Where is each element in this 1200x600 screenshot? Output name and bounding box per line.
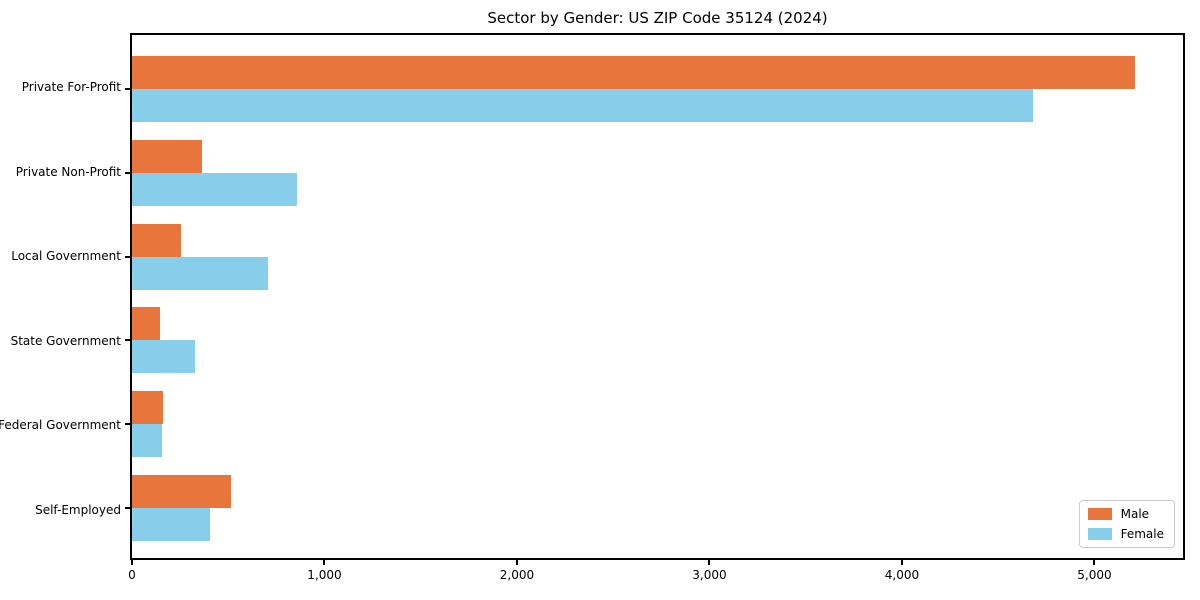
x-tick-mark — [131, 560, 133, 565]
legend: Male Female — [1078, 500, 1175, 548]
legend-label: Female — [1120, 527, 1164, 541]
x-tick-label: 0 — [128, 568, 136, 582]
bar-male-2 — [132, 223, 182, 257]
y-tick-mark — [125, 423, 130, 426]
x-tick-mark — [708, 560, 711, 565]
bar-male-1 — [132, 139, 203, 173]
y-tick-mark — [125, 507, 130, 510]
x-tick-label: 1,000 — [307, 568, 342, 582]
x-tick-mark — [323, 560, 326, 565]
bar-male-4 — [132, 391, 163, 425]
y-axis-labels: Private For-Profit Private Non-Profit Loca… — [0, 33, 121, 560]
y-tick-mark — [125, 339, 130, 342]
bar-group — [132, 131, 1183, 215]
bar-rows — [132, 35, 1183, 558]
bar-group — [132, 47, 1183, 131]
y-axis-label: Self-Employed — [35, 502, 121, 517]
y-axis-label: State Government — [10, 333, 121, 348]
legend-label: Male — [1120, 507, 1150, 521]
x-tick-mark — [900, 560, 903, 565]
y-tick-mark — [125, 255, 130, 258]
x-tick-label: 3,000 — [692, 568, 727, 582]
bar-male-5 — [132, 475, 232, 509]
y-axis-label: Federal Government — [0, 418, 121, 433]
bar-group — [132, 382, 1183, 466]
y-tick-mark — [125, 87, 130, 90]
bar-group — [132, 215, 1183, 299]
x-tick-mark — [1093, 560, 1096, 565]
chart-title: Sector by Gender: US ZIP Code 35124 (202… — [487, 9, 828, 27]
bar-group — [132, 298, 1183, 382]
y-tick-mark — [125, 171, 130, 174]
y-axis-label: Local Government — [11, 249, 121, 264]
bar-group — [132, 466, 1183, 550]
plot-area: Male Female — [130, 33, 1185, 560]
legend-item-male: Male — [1087, 507, 1164, 521]
x-tick-mark — [515, 560, 518, 565]
bar-female-1 — [132, 172, 297, 206]
x-tick-label: 2,000 — [499, 568, 535, 582]
bar-female-3 — [132, 340, 195, 374]
bar-female-2 — [132, 256, 268, 290]
bar-male-0 — [132, 55, 1135, 89]
y-axis-label: Private Non-Profit — [15, 164, 121, 179]
legend-item-female: Female — [1087, 527, 1164, 541]
legend-swatch-female — [1087, 528, 1112, 540]
x-tick-label: 4,000 — [884, 568, 920, 582]
bar-male-3 — [132, 307, 160, 341]
x-tick-label: 5,000 — [1077, 568, 1112, 582]
legend-swatch-male — [1087, 508, 1112, 520]
bar-female-0 — [132, 88, 1033, 122]
bar-female-5 — [132, 508, 210, 542]
y-axis-label: Private For-Profit — [21, 80, 121, 95]
bar-female-4 — [132, 424, 162, 458]
